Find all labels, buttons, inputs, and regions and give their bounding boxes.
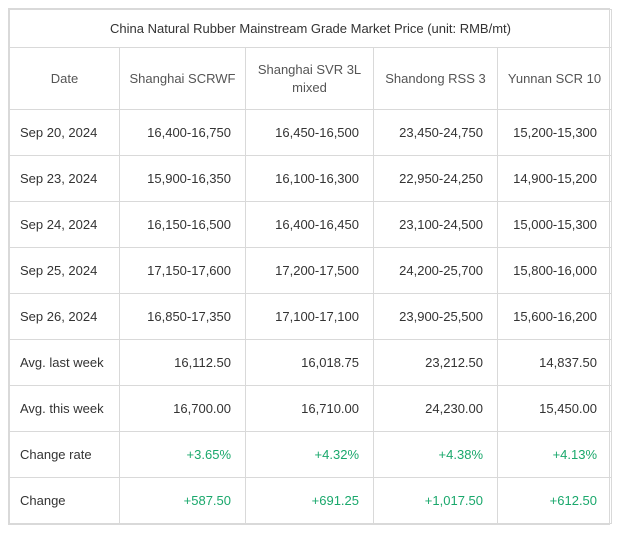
col-header-date: Date xyxy=(10,48,120,110)
cell: +4.32% xyxy=(246,432,374,478)
col-header-shanghai-scrwf: Shanghai SCRWF xyxy=(120,48,246,110)
row-label: Sep 25, 2024 xyxy=(10,248,120,294)
table-body: Sep 20, 2024 16,400-16,750 16,450-16,500… xyxy=(10,110,612,524)
row-label: Sep 20, 2024 xyxy=(10,110,120,156)
row-label: Sep 24, 2024 xyxy=(10,202,120,248)
row-label: Avg. this week xyxy=(10,386,120,432)
cell: 14,837.50 xyxy=(498,340,612,386)
cell: 23,450-24,750 xyxy=(374,110,498,156)
cell: 16,450-16,500 xyxy=(246,110,374,156)
table-row: Change rate +3.65% +4.32% +4.38% +4.13% xyxy=(10,432,612,478)
cell: 17,200-17,500 xyxy=(246,248,374,294)
row-label: Change rate xyxy=(10,432,120,478)
cell: 16,112.50 xyxy=(120,340,246,386)
cell: +4.13% xyxy=(498,432,612,478)
table-row: Sep 25, 2024 17,150-17,600 17,200-17,500… xyxy=(10,248,612,294)
cell: 24,230.00 xyxy=(374,386,498,432)
col-header-yunnan-scr10: Yunnan SCR 10 xyxy=(498,48,612,110)
cell: 15,600-16,200 xyxy=(498,294,612,340)
cell: 16,150-16,500 xyxy=(120,202,246,248)
cell: 22,950-24,250 xyxy=(374,156,498,202)
cell: 16,700.00 xyxy=(120,386,246,432)
cell: 17,100-17,100 xyxy=(246,294,374,340)
cell: 16,850-17,350 xyxy=(120,294,246,340)
cell: 16,400-16,750 xyxy=(120,110,246,156)
cell: 16,018.75 xyxy=(246,340,374,386)
cell: 16,400-16,450 xyxy=(246,202,374,248)
table-title-row: China Natural Rubber Mainstream Grade Ma… xyxy=(10,10,612,48)
table-row: Avg. this week 16,700.00 16,710.00 24,23… xyxy=(10,386,612,432)
cell: 15,450.00 xyxy=(498,386,612,432)
price-table-container: China Natural Rubber Mainstream Grade Ma… xyxy=(8,8,610,525)
row-label: Avg. last week xyxy=(10,340,120,386)
cell: 23,900-25,500 xyxy=(374,294,498,340)
cell: 23,100-24,500 xyxy=(374,202,498,248)
cell: 14,900-15,200 xyxy=(498,156,612,202)
cell: 16,710.00 xyxy=(246,386,374,432)
cell: 16,100-16,300 xyxy=(246,156,374,202)
table-header-row: Date Shanghai SCRWF Shanghai SVR 3L mixe… xyxy=(10,48,612,110)
row-label: Sep 23, 2024 xyxy=(10,156,120,202)
cell: 24,200-25,700 xyxy=(374,248,498,294)
cell: 15,900-16,350 xyxy=(120,156,246,202)
table-row: Sep 23, 2024 15,900-16,350 16,100-16,300… xyxy=(10,156,612,202)
cell: 15,800-16,000 xyxy=(498,248,612,294)
col-header-shanghai-svr3l: Shanghai SVR 3L mixed xyxy=(246,48,374,110)
table-row: Sep 26, 2024 16,850-17,350 17,100-17,100… xyxy=(10,294,612,340)
row-label: Sep 26, 2024 xyxy=(10,294,120,340)
cell: 23,212.50 xyxy=(374,340,498,386)
table-row: Avg. last week 16,112.50 16,018.75 23,21… xyxy=(10,340,612,386)
cell: +3.65% xyxy=(120,432,246,478)
col-header-shandong-rss3: Shandong RSS 3 xyxy=(374,48,498,110)
cell: +4.38% xyxy=(374,432,498,478)
cell: 17,150-17,600 xyxy=(120,248,246,294)
table-row: Sep 24, 2024 16,150-16,500 16,400-16,450… xyxy=(10,202,612,248)
cell: 15,000-15,300 xyxy=(498,202,612,248)
table-row: Sep 20, 2024 16,400-16,750 16,450-16,500… xyxy=(10,110,612,156)
table-title: China Natural Rubber Mainstream Grade Ma… xyxy=(10,10,612,48)
price-table: China Natural Rubber Mainstream Grade Ma… xyxy=(9,9,612,524)
cell: 15,200-15,300 xyxy=(498,110,612,156)
